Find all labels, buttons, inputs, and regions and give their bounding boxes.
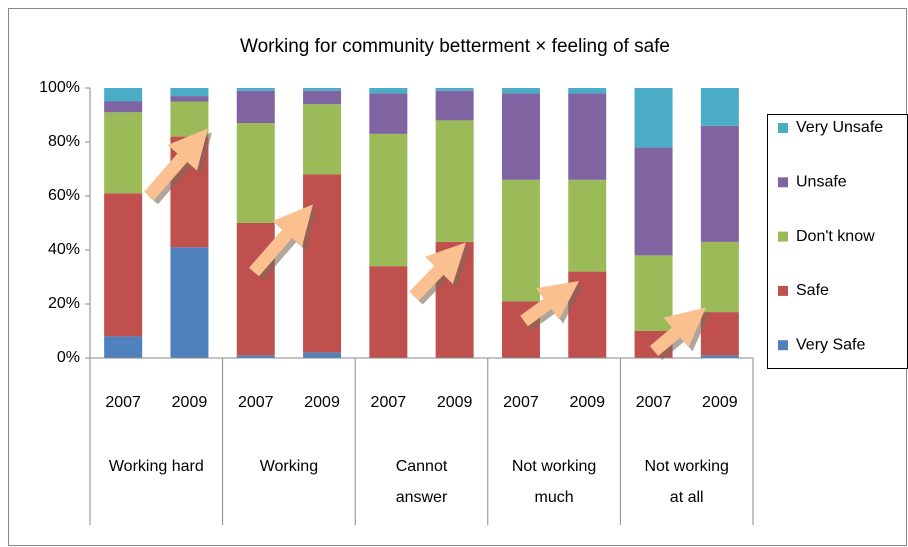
bar-segment <box>104 101 143 113</box>
bar-segment <box>170 96 209 102</box>
x-tick-label: 2009 <box>702 394 738 411</box>
bar-segment <box>568 88 607 94</box>
bar-segment <box>369 93 408 134</box>
x-tick-label: 2009 <box>304 394 340 411</box>
group-label: at all <box>670 489 704 506</box>
y-tick-label: 40% <box>48 241 80 258</box>
group-label: answer <box>396 489 448 506</box>
legend-swatch <box>778 177 788 188</box>
bar-segment <box>303 174 342 353</box>
legend-label: Very Safe <box>796 336 865 353</box>
bar-segment <box>303 104 342 175</box>
x-tick-label: 2009 <box>437 394 473 411</box>
arrows <box>144 128 710 360</box>
bar-segment <box>435 120 474 242</box>
legend: Very Safe Safe Don't know Unsafe Very Unsafe <box>778 119 883 353</box>
bar-segment <box>501 93 540 180</box>
bar-segment <box>634 255 673 331</box>
chart-title: Working for community betterment × feeli… <box>240 36 670 57</box>
bar-segment <box>369 133 408 267</box>
bar-segment <box>170 247 209 358</box>
bar-segment <box>700 355 739 358</box>
legend-label: Safe <box>796 282 829 299</box>
y-tick-label: 80% <box>48 133 80 150</box>
x-tick-label: 2009 <box>172 394 208 411</box>
legend-swatch <box>778 285 788 296</box>
bar-segment <box>104 336 143 358</box>
bar-segment <box>236 90 275 124</box>
bar-segment <box>568 271 607 358</box>
group-label: much <box>535 489 574 506</box>
y-tick-label: 100% <box>39 79 80 96</box>
bar-segment <box>236 355 275 358</box>
x-tick-label: 2007 <box>105 394 141 411</box>
axes: 0% 20% 40% 60% 80% 100% Working hard Working Can… <box>39 79 754 525</box>
x-tick-label: 2007 <box>636 394 672 411</box>
legend-swatch <box>778 123 788 133</box>
bar-segment <box>700 125 739 242</box>
group-label: Working <box>260 458 318 475</box>
y-tick-label: 60% <box>48 187 80 204</box>
bar-segment <box>303 88 342 91</box>
bar-segment <box>700 312 739 356</box>
group-label: Cannot <box>396 458 448 475</box>
legend-swatch <box>778 231 788 242</box>
y-tick-label: 0% <box>57 349 80 366</box>
bar-segment <box>369 266 408 358</box>
legend-swatch <box>778 340 788 351</box>
bar-segment <box>170 101 209 137</box>
group-label: Not working <box>512 458 596 475</box>
x-tick-label: 2007 <box>503 394 539 411</box>
bar-segment <box>501 88 540 94</box>
group-label: Working hard <box>109 458 204 475</box>
bar-segment <box>435 90 474 121</box>
x-tick-label: 2007 <box>371 394 407 411</box>
bar-segment <box>170 88 209 97</box>
bar-segment <box>303 352 342 358</box>
bar-segment <box>104 112 143 194</box>
bar-segment <box>303 90 342 105</box>
bar-segment <box>568 93 607 180</box>
bar-segment <box>700 241 739 313</box>
x-tick-label: 2009 <box>569 394 605 411</box>
bar-segment <box>104 88 143 102</box>
bar-segment <box>435 88 474 91</box>
bar-segment <box>568 179 607 272</box>
x-tick-label: 2007 <box>238 394 274 411</box>
bar-segment <box>236 223 275 356</box>
bar-segment <box>369 88 408 94</box>
bar-segment <box>104 193 143 337</box>
bar-segment <box>634 88 673 148</box>
legend-label: Don't know <box>796 228 875 245</box>
bar-segment <box>634 147 673 256</box>
bar-segment <box>236 123 275 223</box>
legend-label: Unsafe <box>796 174 847 191</box>
bar-segment <box>236 88 275 91</box>
group-label: Not working <box>644 458 728 475</box>
bar-segment <box>700 88 739 126</box>
bar-segment <box>501 179 540 302</box>
y-tick-label: 20% <box>48 295 80 312</box>
legend-label: Very Unsafe <box>796 119 883 136</box>
